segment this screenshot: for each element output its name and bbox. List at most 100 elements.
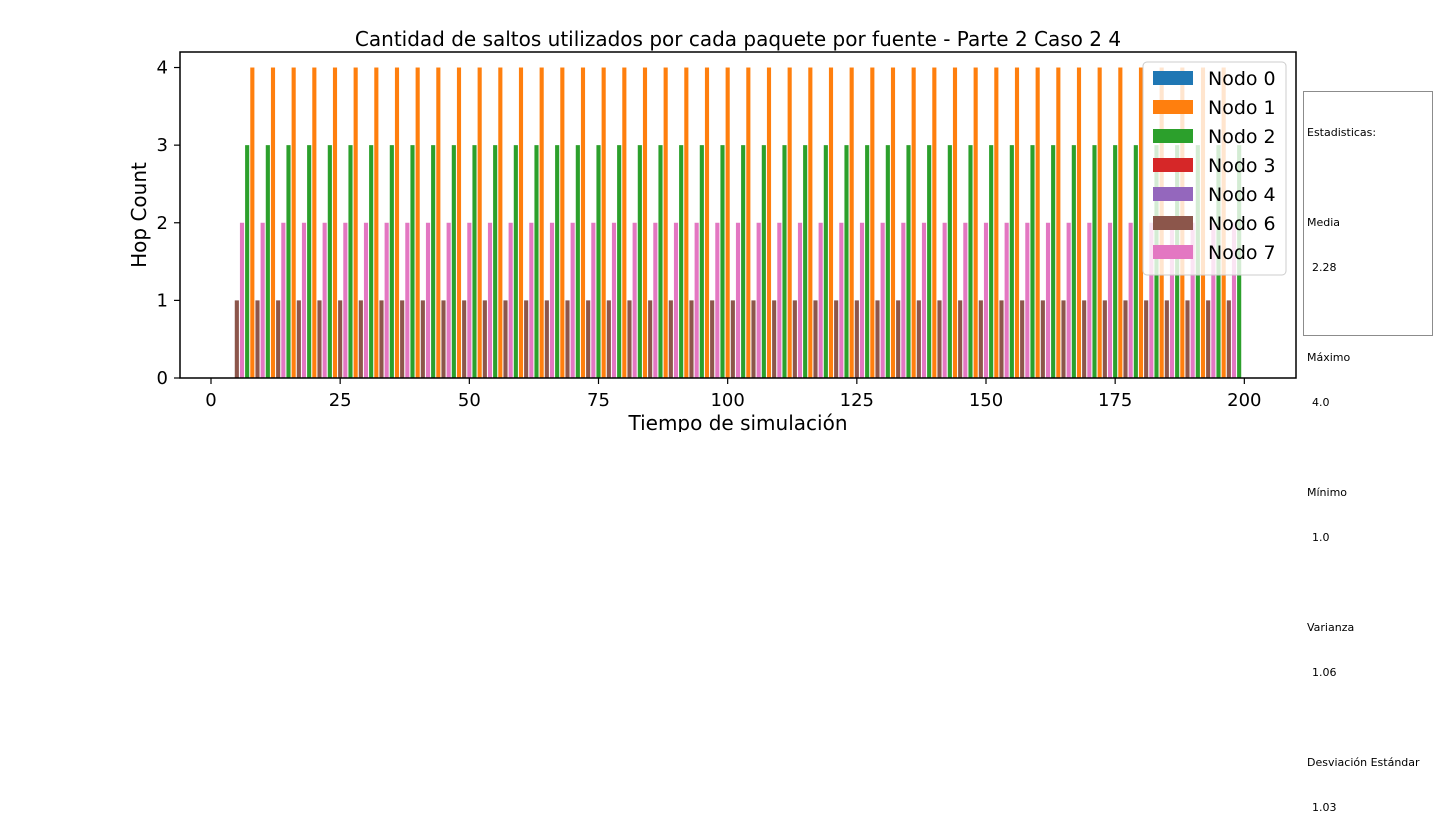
stats-mean-label: Media	[1307, 216, 1341, 229]
bar-nodo-6-16	[565, 300, 570, 378]
x-tick-label-100: 100	[710, 390, 744, 411]
y-tick-label-4: 4	[157, 58, 168, 79]
bar-nodo-6-22	[689, 300, 694, 378]
stats-var-label: Varianza	[1307, 621, 1355, 634]
bar-nodo-2-41	[1092, 145, 1097, 378]
bar-nodo-2-19	[637, 145, 642, 378]
bar-nodo-6-3	[296, 300, 301, 378]
bar-nodo-2-30	[865, 145, 870, 378]
bar-nodo-6-28	[813, 300, 818, 378]
bar-nodo-6-38	[1020, 300, 1025, 378]
stats-max-value: 4.0	[1312, 396, 1330, 409]
bar-nodo-6-5	[338, 300, 343, 378]
legend: Nodo 0 Nodo 1 Nodo 2 Nodo 3 Nodo 4 Nodo 6 Nodo…	[1142, 61, 1287, 276]
bar-nodo-2-17	[596, 145, 601, 378]
bar-nodo-7-46	[1190, 222, 1195, 378]
legend-swatch-nodo-6	[1153, 216, 1193, 230]
bar-nodo-7-5	[343, 222, 348, 378]
bar-nodo-6-34	[937, 300, 942, 378]
bar-nodo-1-31	[890, 67, 896, 379]
bar-nodo-7-27	[797, 222, 803, 378]
bar-nodo-2-26	[782, 145, 787, 378]
bar-nodo-7-8	[405, 222, 410, 378]
stats-var-value: 1.06	[1312, 666, 1337, 679]
bar-nodo-2-29	[844, 145, 849, 378]
bar-nodo-7-32	[901, 222, 906, 378]
x-tick-label-150: 150	[969, 390, 1003, 411]
bar-nodo-1-2	[291, 67, 296, 379]
x-tick-label-0: 0	[205, 390, 216, 411]
bar-nodo-1-34	[952, 67, 958, 379]
bar-nodo-2-12	[493, 145, 498, 378]
bar-nodo-1-13	[518, 67, 524, 379]
x-tick-label-75: 75	[587, 390, 610, 411]
bar-nodo-1-39	[1056, 67, 1061, 379]
bar-nodo-1-4	[332, 67, 338, 379]
bar-nodo-6-23	[710, 300, 715, 378]
statistics-box: Estadisticas: Media 2.28 Máximo 4.0 Míni…	[1303, 91, 1433, 814]
bar-nodo-7-31	[880, 222, 885, 378]
bar-nodo-6-27	[792, 300, 797, 378]
bar-nodo-2-16	[575, 145, 580, 378]
bar-nodo-6-13	[503, 300, 508, 378]
bar-nodo-6-36	[978, 300, 983, 378]
bar-nodo-7-30	[859, 222, 865, 378]
bar-nodo-1-24	[746, 67, 751, 379]
bar-nodo-6-29	[834, 300, 839, 378]
bar-nodo-7-6	[363, 222, 369, 378]
bar-nodo-7-0	[239, 222, 245, 378]
bar-nodo-7-42	[1107, 222, 1113, 378]
bar-nodo-7-36	[983, 222, 989, 378]
legend-label-nodo-6: Nodo 6	[1208, 213, 1276, 235]
bar-nodo-7-22	[694, 222, 699, 378]
bar-nodo-7-40	[1066, 222, 1071, 378]
bar-nodo-6-26	[772, 300, 777, 378]
legend-swatch-nodo-3	[1153, 158, 1193, 172]
legend-swatch-nodo-4	[1153, 187, 1193, 201]
bar-nodo-7-43	[1128, 222, 1133, 378]
bar-nodo-1-21	[684, 67, 689, 379]
bar-nodo-1-43	[1138, 67, 1144, 379]
bar-nodo-7-7	[384, 222, 389, 378]
bar-nodo-6-12	[482, 300, 487, 378]
stats-min-label: Mínimo	[1307, 486, 1348, 499]
bar-nodo-1-33	[932, 67, 937, 379]
x-axis-ticks: 0 25 50 75 100 125 150 175 200	[205, 378, 1262, 411]
bar-nodo-1-5	[353, 67, 358, 379]
bar-nodo-2-39	[1051, 145, 1056, 378]
y-tick-label-3: 3	[157, 135, 168, 156]
bar-nodo-6-21	[668, 300, 673, 378]
bar-nodo-2-8	[410, 145, 415, 378]
bar-nodo-1-38	[1035, 67, 1040, 379]
bar-nodo-6-15	[544, 300, 549, 378]
bar-nodo-2-13	[513, 145, 518, 378]
x-axis-label: Tiempo de simulación	[627, 411, 847, 432]
bar-nodo-1-25	[766, 67, 772, 379]
bar-nodo-7-17	[591, 222, 596, 378]
bar-nodo-6-35	[958, 300, 963, 378]
bar-nodo-7-44	[1149, 222, 1154, 378]
bar-nodo-7-34	[942, 222, 947, 378]
bar-nodo-7-45	[1169, 222, 1175, 378]
legend-label-nodo-7: Nodo 7	[1208, 242, 1276, 264]
bar-nodo-7-29	[839, 222, 844, 378]
bar-nodo-1-9	[436, 67, 441, 379]
bar-nodo-7-3	[301, 222, 307, 378]
bar-nodo-1-32	[911, 67, 916, 379]
bar-nodo-6-1	[255, 300, 260, 378]
bar-nodo-6-24	[730, 300, 735, 378]
bar-nodo-7-41	[1087, 222, 1092, 378]
bar-nodo-1-26	[787, 67, 792, 379]
legend-swatch-nodo-0	[1153, 71, 1193, 85]
bar-nodo-2-33	[927, 145, 932, 378]
bar-nodo-2-25	[761, 145, 766, 378]
legend-label-nodo-1: Nodo 1	[1208, 97, 1276, 119]
bar-nodo-6-25	[751, 300, 756, 378]
y-tick-label-0: 0	[157, 368, 168, 389]
bar-nodo-1-1	[270, 67, 276, 379]
chart-title: Cantidad de saltos utilizados por cada p…	[355, 27, 1121, 51]
bar-nodo-2-31	[885, 145, 890, 378]
bar-nodo-6-4	[317, 300, 322, 378]
bar-nodo-1-16	[580, 67, 586, 379]
bar-nodo-6-44	[1144, 300, 1149, 378]
